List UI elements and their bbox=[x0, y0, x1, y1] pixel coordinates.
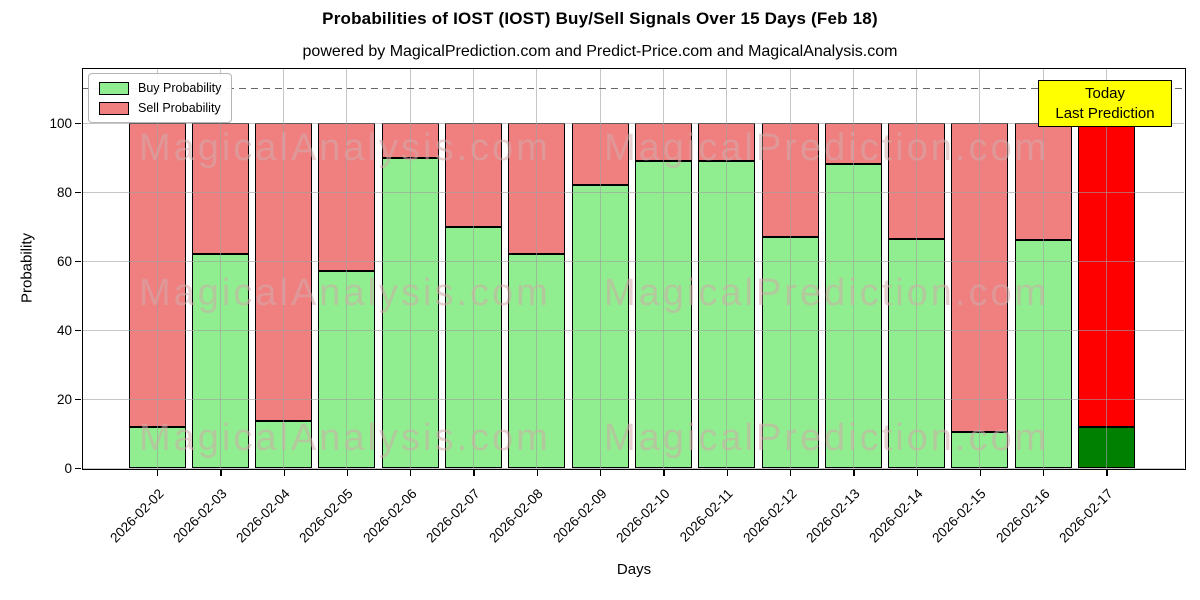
x-tick-mark bbox=[346, 470, 349, 476]
x-tick-label: 2026-02-14 bbox=[866, 486, 926, 546]
gridline-h bbox=[83, 191, 1184, 193]
y-tick-mark bbox=[75, 260, 81, 263]
gridline-v bbox=[916, 69, 918, 468]
legend-swatch-sell bbox=[99, 101, 129, 115]
gridline-v bbox=[979, 69, 981, 468]
gridline-h bbox=[83, 467, 1184, 469]
gridline-v bbox=[473, 69, 474, 468]
today-annotation-line2: Last Prediction bbox=[1055, 105, 1155, 123]
x-tick-mark bbox=[1106, 470, 1108, 476]
y-tick-label: 60 bbox=[56, 253, 72, 269]
page-title: Probabilities of IOST (IOST) Buy/Sell Si… bbox=[322, 9, 878, 28]
x-tick-label: 2026-02-12 bbox=[739, 486, 800, 546]
gridline-v bbox=[346, 69, 348, 468]
x-tick-label: 2026-02-02 bbox=[106, 486, 167, 546]
x-tick-label: 2026-02-05 bbox=[296, 486, 357, 546]
gridline-v bbox=[156, 69, 158, 468]
x-tick-mark bbox=[979, 470, 982, 476]
gridline-v bbox=[1042, 69, 1044, 468]
x-tick-label: 2026-02-04 bbox=[233, 486, 293, 546]
x-tick-mark bbox=[663, 470, 665, 476]
gridline-h bbox=[83, 329, 1184, 331]
y-tick-mark bbox=[75, 398, 81, 401]
x-tick-mark bbox=[283, 470, 285, 476]
today-annotation-box: Today Last Prediction bbox=[1038, 80, 1172, 127]
x-tick-label: 2026-02-17 bbox=[1056, 486, 1116, 546]
x-tick-label: 2026-02-13 bbox=[803, 486, 863, 546]
x-tick-mark bbox=[600, 470, 602, 476]
x-tick-mark bbox=[473, 470, 475, 476]
gridline-v bbox=[662, 69, 664, 468]
x-tick-label: 2026-02-07 bbox=[423, 486, 483, 546]
y-tick-label: 100 bbox=[49, 115, 72, 131]
gridline-h bbox=[83, 260, 1184, 262]
x-tick-mark bbox=[410, 470, 412, 476]
gridline-v bbox=[599, 69, 601, 468]
dashed-threshold-line bbox=[83, 87, 1184, 90]
x-tick-label: 2026-02-15 bbox=[929, 486, 990, 546]
y-tick-mark bbox=[75, 467, 81, 470]
legend-item-buy: Buy Probability bbox=[99, 81, 221, 95]
gridline-v bbox=[789, 69, 791, 468]
x-tick-label: 2026-02-08 bbox=[486, 486, 547, 546]
legend-label: Buy Probability bbox=[138, 81, 222, 95]
today-annotation-line1: Today bbox=[1084, 85, 1126, 102]
gridline-v bbox=[409, 69, 411, 468]
x-tick-label: 2026-02-11 bbox=[677, 486, 736, 545]
x-tick-label: 2026-02-10 bbox=[613, 486, 673, 546]
gridline-v bbox=[726, 69, 728, 468]
x-tick-mark bbox=[916, 470, 918, 476]
gridline-h bbox=[83, 122, 1184, 124]
y-tick-label: 40 bbox=[56, 322, 72, 338]
x-tick-mark bbox=[1043, 470, 1045, 476]
gridline-v bbox=[219, 69, 221, 468]
legend-item-sell: Sell Probability bbox=[99, 101, 221, 115]
y-tick-mark bbox=[75, 122, 81, 125]
y-tick-mark bbox=[75, 329, 81, 332]
x-tick-label: 2026-02-03 bbox=[170, 486, 230, 546]
gridline-v bbox=[283, 69, 285, 468]
y-tick-label: 0 bbox=[64, 460, 72, 476]
x-tick-label: 2026-02-06 bbox=[359, 486, 420, 546]
legend: Buy Probability Sell Probability bbox=[88, 73, 233, 123]
x-tick-mark bbox=[156, 470, 159, 476]
x-tick-label: 2026-02-09 bbox=[549, 486, 610, 546]
gridline-v bbox=[536, 69, 538, 468]
gridline-v bbox=[852, 69, 854, 468]
plot-area: Buy Probability Sell Probability Today La… bbox=[82, 68, 1186, 470]
y-tick-label: 80 bbox=[56, 184, 72, 200]
x-tick-label: 2026-02-16 bbox=[992, 486, 1053, 546]
x-tick-mark bbox=[789, 470, 792, 476]
legend-swatch-buy bbox=[99, 81, 129, 95]
page-subtitle: powered by MagicalPrediction.com and Pre… bbox=[302, 43, 898, 60]
x-tick-mark bbox=[853, 470, 855, 476]
x-tick-mark bbox=[536, 470, 539, 476]
gridline-v bbox=[1106, 69, 1107, 468]
y-tick-label: 20 bbox=[56, 391, 72, 407]
x-tick-mark bbox=[220, 470, 222, 476]
y-tick-mark bbox=[75, 191, 81, 194]
gridline-h bbox=[83, 398, 1184, 400]
legend-label: Sell Probability bbox=[138, 101, 221, 115]
x-axis-label: Days bbox=[616, 561, 652, 578]
x-tick-mark bbox=[726, 470, 728, 476]
